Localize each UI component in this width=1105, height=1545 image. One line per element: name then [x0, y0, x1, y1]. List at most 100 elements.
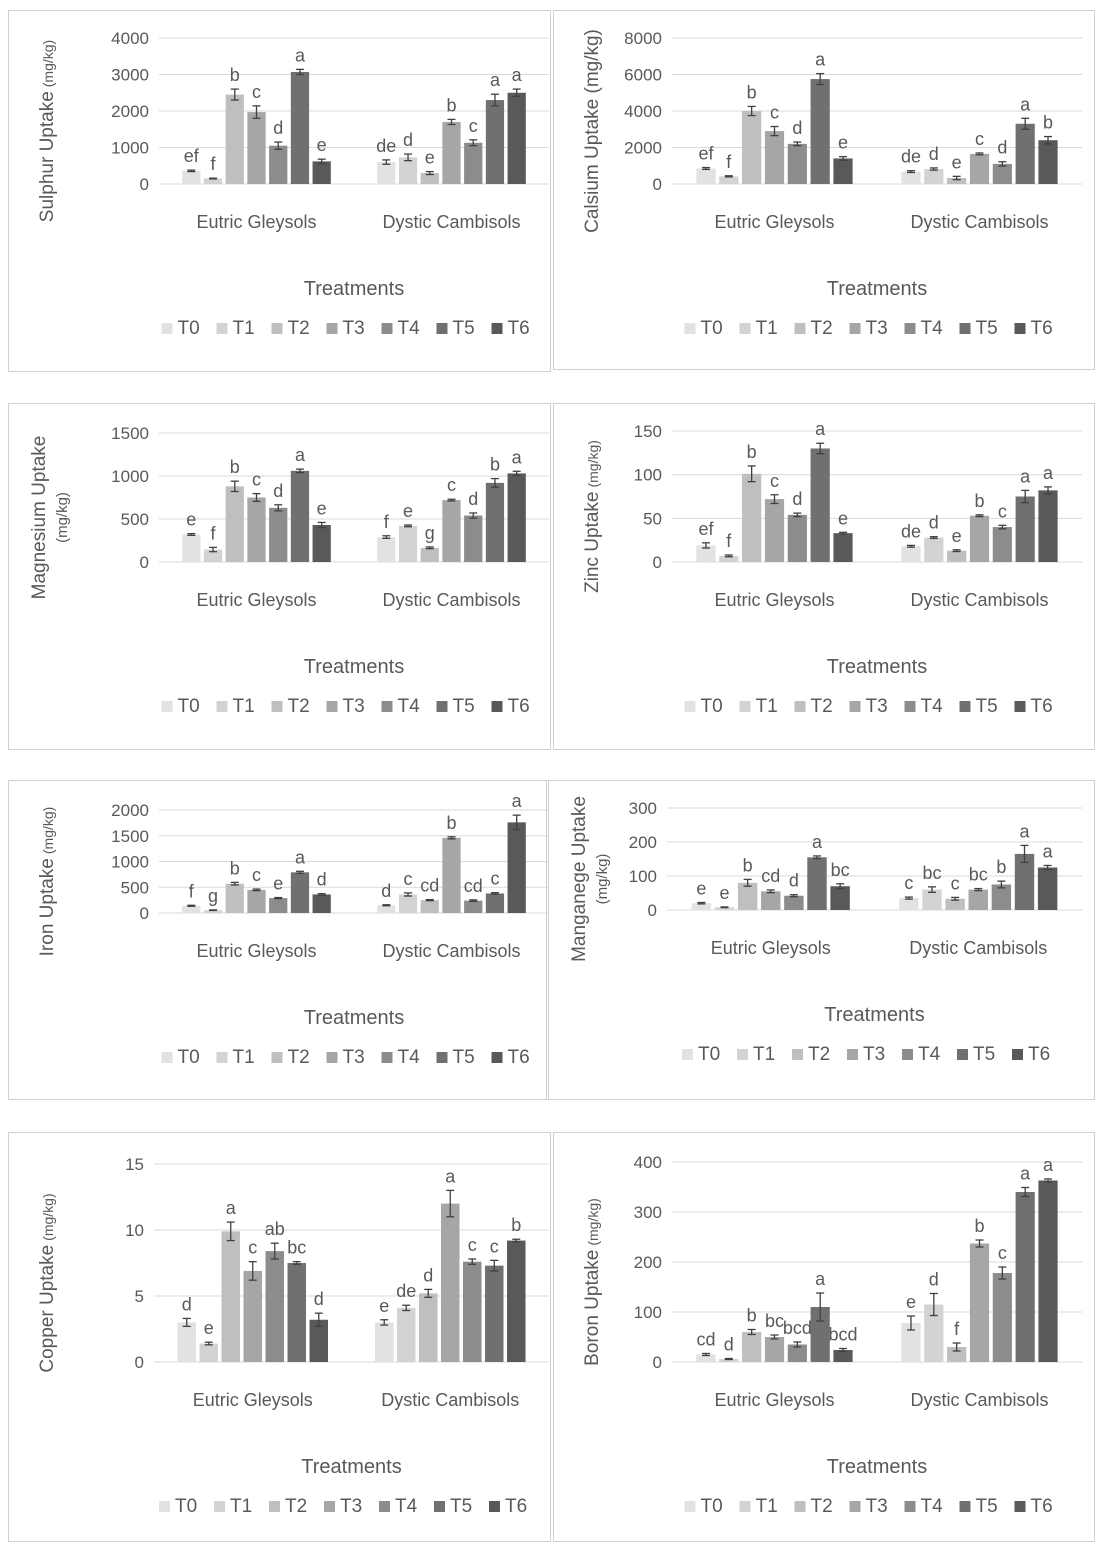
bar: [833, 533, 853, 562]
legend-label: T4: [921, 696, 944, 717]
significance-letter: bc: [287, 1238, 306, 1258]
legend-label: T4: [395, 1496, 418, 1517]
bar: [398, 157, 418, 184]
significance-letter: e: [425, 148, 435, 168]
legend-swatch: [792, 1049, 803, 1060]
chart-panel: 0 100 200 300 e e b cd d a bc Eutric Gleysols c bc c bc…: [548, 780, 1095, 1100]
y-tick-label: 0: [135, 1353, 144, 1372]
significance-letter: de: [901, 521, 921, 541]
legend-label: T0: [175, 1496, 197, 1517]
legend-label: T2: [811, 696, 833, 717]
chart-panel: 0 2000 4000 6000 8000 ef f b c d a e Eutric Gleysols…: [553, 10, 1095, 370]
significance-letter: a: [815, 1269, 826, 1289]
y-axis-title-unit: (mg/kg): [40, 807, 56, 854]
significance-letter: e: [719, 883, 729, 903]
significance-letter: d: [997, 138, 1007, 158]
bar: [1014, 853, 1035, 910]
bar: [764, 499, 785, 562]
legend-label: T0: [701, 696, 723, 717]
y-tick-label: 2000: [111, 801, 149, 820]
y-axis-title: Iron Uptake (mg/kg): [37, 807, 58, 957]
y-tick-label: 8000: [624, 29, 662, 48]
bars: [182, 468, 526, 562]
legend-swatch: [959, 323, 971, 334]
bar: [696, 1354, 716, 1362]
bar: [420, 173, 439, 184]
significance-letter: d: [182, 1294, 192, 1314]
bar: [464, 900, 483, 913]
x-category-label: Eutric Gleysols: [714, 590, 834, 610]
legend-label: T6: [1031, 1496, 1053, 1517]
significance-letter: cd: [761, 866, 780, 886]
bar: [764, 1337, 785, 1362]
bar: [901, 171, 921, 184]
x-category-label: Dystic Cambisols: [382, 941, 520, 961]
significance-letter: ef: [184, 146, 200, 166]
bar: [924, 169, 944, 184]
bar: [784, 895, 804, 910]
legend-label: T2: [811, 1496, 833, 1517]
bar: [398, 525, 418, 562]
y-axis-title: Manganege Uptake (mg/kg): [569, 796, 611, 962]
bar: [830, 886, 850, 910]
y-tick-label: 0: [648, 901, 657, 920]
legend-label: T6: [508, 1047, 530, 1068]
significance-letter: c: [248, 1238, 257, 1258]
x-axis-title: Treatments: [304, 1007, 404, 1029]
significance-letter: d: [792, 118, 802, 138]
significance-letter: e: [204, 1318, 214, 1338]
legend-label: T0: [178, 318, 200, 339]
bar: [924, 537, 944, 562]
legend-swatch: [271, 701, 283, 712]
significance-letter: e: [696, 879, 706, 899]
y-axis-title: Zinc Uptake (mg/kg): [582, 440, 603, 593]
significance-letter: c: [404, 869, 413, 889]
significance-letter: d: [929, 513, 939, 533]
legend-label: T3: [866, 318, 888, 339]
legend-swatch: [794, 701, 806, 712]
legend-swatch: [904, 323, 916, 334]
legend-label: T1: [233, 696, 255, 717]
bar: [787, 1344, 807, 1362]
significance-letter: e: [952, 526, 962, 546]
significance-letter: d: [789, 871, 799, 891]
legend-swatch: [1012, 1049, 1023, 1060]
significance-letter: a: [512, 791, 523, 811]
bar: [696, 168, 716, 184]
legend-swatch: [1014, 1501, 1026, 1512]
bar: [442, 121, 461, 184]
y-tick-label: 0: [140, 553, 149, 572]
significance-letter: c: [770, 471, 779, 491]
legend-label: T4: [921, 318, 944, 339]
significance-letter: c: [468, 1235, 477, 1255]
significance-letter: bc: [922, 863, 941, 883]
legend-swatch: [684, 323, 696, 334]
bar: [225, 94, 244, 184]
x-category-label: Dystic Cambisols: [381, 1390, 519, 1410]
significance-letter: e: [186, 510, 196, 530]
legend-label: T2: [808, 1044, 830, 1065]
significance-letter: a: [1019, 821, 1030, 841]
legend-label: T2: [288, 1047, 310, 1068]
bar: [1038, 490, 1058, 562]
y-tick-label: 100: [629, 867, 657, 886]
significance-letter: e: [403, 501, 413, 521]
bar: [463, 1261, 482, 1362]
legend-swatch: [794, 1501, 806, 1512]
y-axis-title-main: Calsium Uptake (mg/kg): [582, 29, 603, 233]
bar: [243, 1270, 262, 1362]
significance-letter: d: [317, 870, 327, 890]
bar: [507, 822, 526, 913]
significance-letter: ef: [698, 144, 714, 164]
legend-label: T5: [453, 318, 475, 339]
legend-swatch: [904, 1501, 916, 1512]
significance-letter: c: [447, 475, 456, 495]
bar: [1038, 1180, 1058, 1362]
significance-letter: f: [384, 512, 390, 532]
significance-letter: e: [906, 1292, 916, 1312]
bar: [924, 1304, 944, 1362]
legend-swatch: [684, 701, 696, 712]
